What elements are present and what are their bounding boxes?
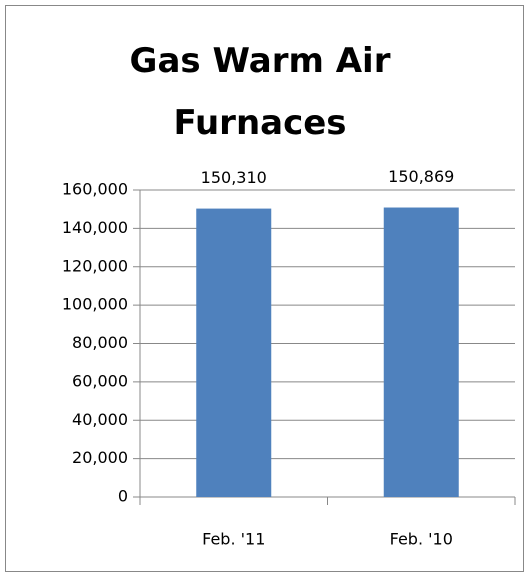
data-label: 150,310 (201, 168, 267, 187)
y-tick-label: 120,000 (62, 256, 128, 275)
x-tick-label: Feb. '11 (202, 530, 265, 549)
chart-title: Gas Warm Air Furnaces (129, 41, 391, 143)
bar (383, 207, 459, 497)
bar (196, 208, 272, 497)
y-tick-label: 140,000 (62, 218, 128, 237)
y-tick-label: 160,000 (62, 180, 128, 199)
y-tick-label: 60,000 (72, 371, 128, 390)
y-tick-label: 40,000 (72, 410, 128, 429)
chart-border (5, 5, 524, 572)
y-tick-label: 100,000 (62, 295, 128, 314)
y-tick-label: 0 (118, 487, 128, 506)
x-tick-label: Feb. '10 (390, 530, 453, 549)
y-tick-label: 20,000 (72, 448, 128, 467)
y-tick-label: 80,000 (72, 333, 128, 352)
data-label: 150,869 (388, 167, 454, 186)
